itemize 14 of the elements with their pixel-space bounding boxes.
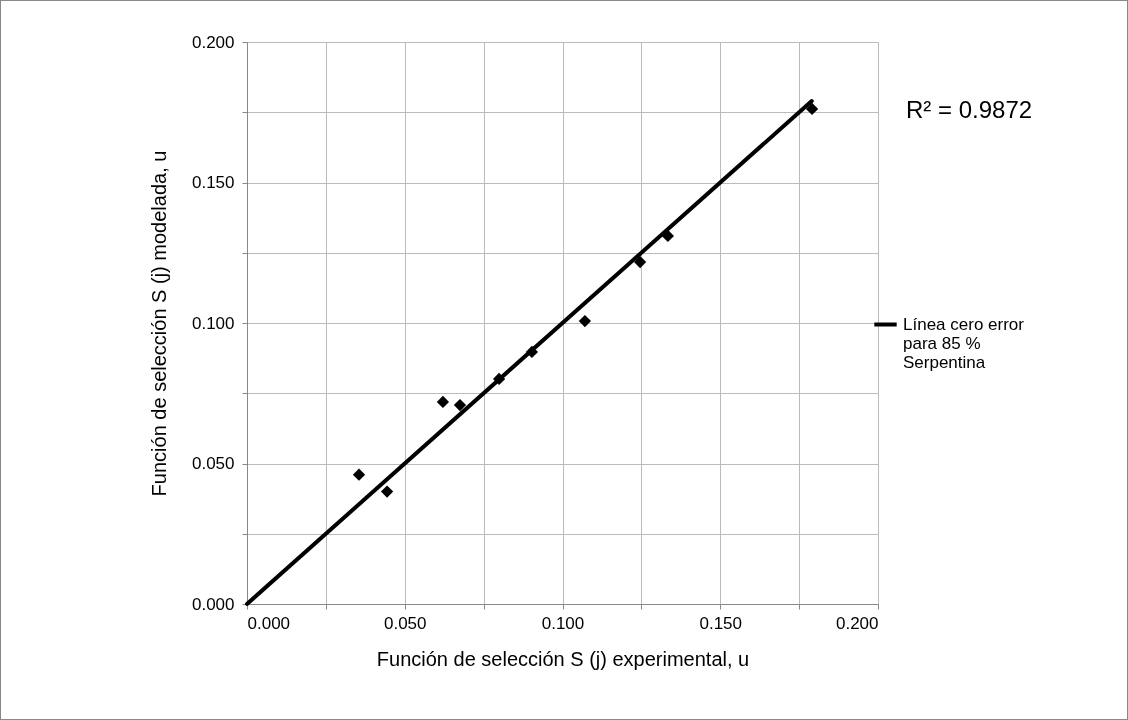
x-tick-label: 0.200 <box>835 613 879 633</box>
x-tick-label: 0.050 <box>383 613 427 633</box>
text: R² = 0.9872 <box>906 96 1033 124</box>
y-tick-label: 0.200 <box>191 32 235 52</box>
x-tick-label: 0.000 <box>247 613 291 633</box>
y-tick-label: 0.000 <box>191 594 235 614</box>
y-axis-title: Función de selección S (j) modelada, u <box>147 150 170 497</box>
y-tick-label: 0.100 <box>191 313 235 333</box>
legend-label: Línea cero error para 85 % Serpentina <box>903 314 1025 372</box>
x-tick-label: 0.150 <box>699 613 743 633</box>
x-axis-title: Función de selección S (j) experimental, u <box>376 647 750 670</box>
x-tick-label: 0.100 <box>541 613 585 633</box>
y-tick-label: 0.150 <box>191 173 235 192</box>
y-tick-label: 0.050 <box>191 454 235 473</box>
